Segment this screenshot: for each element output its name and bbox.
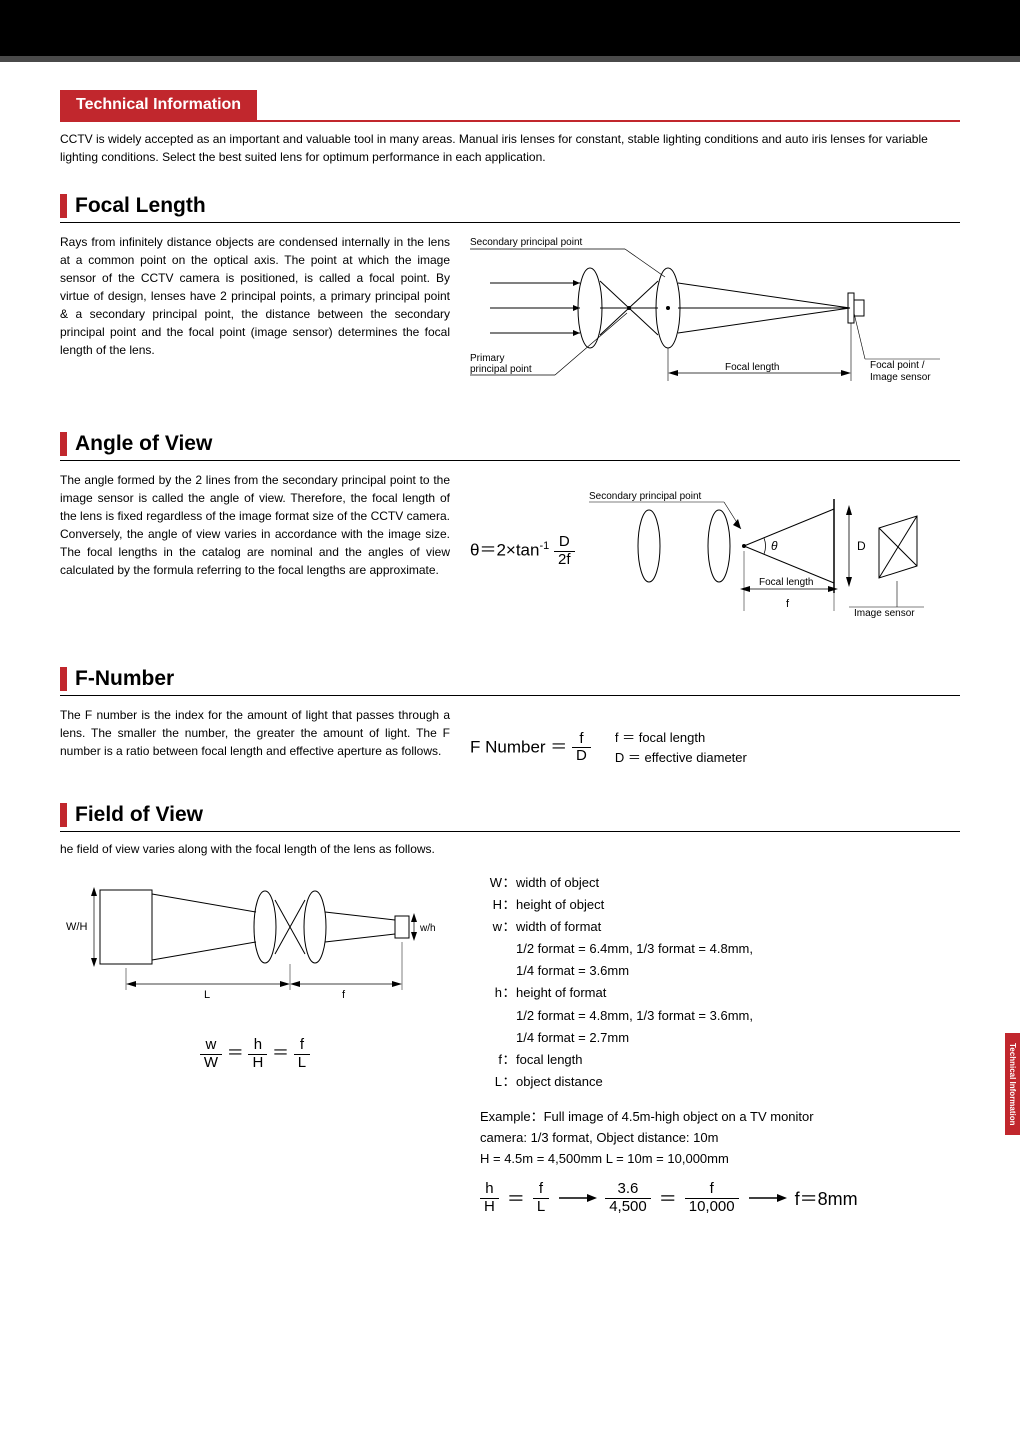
- def-h: height of format: [516, 982, 960, 1004]
- svg-text:D: D: [857, 539, 866, 553]
- field-of-view-diagram: W/H w/h: [60, 872, 450, 1032]
- f-number-num: f: [572, 731, 591, 749]
- arrow-icon: [747, 1192, 787, 1204]
- heading-field-of-view: Field of View: [60, 803, 960, 827]
- svg-text:f: f: [342, 989, 346, 1001]
- eq-H2: H: [480, 1199, 499, 1216]
- ratio-f: f: [294, 1037, 310, 1055]
- ratio-L: L: [294, 1055, 310, 1072]
- ratio-w: w: [200, 1037, 222, 1055]
- label-focal-point-1: Focal point /: [870, 360, 925, 371]
- label-focal-length: Focal length: [725, 362, 779, 373]
- formula-num: D: [554, 534, 575, 552]
- top-banner: [0, 0, 1020, 56]
- f-number-legend-D: D ＝ effective diameter: [615, 748, 747, 768]
- field-of-view-body: he field of view varies along with the f…: [60, 842, 960, 856]
- rule: [60, 695, 960, 696]
- f-number-den: D: [572, 748, 591, 765]
- f-number-legend-f: f ＝ focal length: [615, 728, 747, 748]
- example-line2: camera: 1/3 format, Object distance: 10m: [480, 1128, 960, 1149]
- eq-h: h: [480, 1181, 499, 1199]
- section-angle-of-view: The angle formed by the 2 lines from the…: [60, 471, 960, 631]
- def-h-sub2: 1/4 format = 2.7mm: [516, 1027, 960, 1049]
- svg-text:W/H: W/H: [66, 921, 87, 933]
- svg-text:Secondary principal point: Secondary principal point: [589, 491, 702, 502]
- formula-sup: -1: [539, 540, 549, 552]
- example-equation: hH ＝ fL 3.64,500 ＝ f10,000 f＝8mm: [480, 1181, 960, 1215]
- fov-definitions: W：width of object H：height of object w：w…: [480, 872, 960, 1093]
- eq-d1: 4,500: [605, 1199, 651, 1216]
- intro-paragraph: CCTV is widely accepted as an important …: [60, 130, 960, 166]
- section-field-of-view: W/H w/h: [60, 872, 960, 1215]
- def-w-sub2: 1/4 format = 3.6mm: [516, 960, 960, 982]
- svg-text:Image sensor: Image sensor: [854, 608, 915, 619]
- heading-f-number: F-Number: [60, 667, 960, 691]
- def-f: focal length: [516, 1049, 960, 1071]
- heading-angle-of-view: Angle of View: [60, 432, 960, 456]
- rule: [60, 460, 960, 461]
- fov-ratio: wW ＝ hH ＝ fL: [60, 1037, 450, 1071]
- page-content: Technical Information CCTV is widely acc…: [0, 62, 1020, 1255]
- eq-result: f＝8mm: [795, 1185, 858, 1211]
- svg-text:L: L: [204, 989, 210, 1001]
- heading-focal-length: Focal Length: [60, 194, 960, 218]
- def-H: height of object: [516, 894, 960, 916]
- rule: [60, 222, 960, 223]
- def-h-sub: 1/2 format = 4.8mm, 1/3 format = 3.6mm,: [516, 1005, 960, 1027]
- formula-lhs: θ＝2×tan: [470, 540, 539, 559]
- svg-text:w/h: w/h: [419, 923, 436, 934]
- angle-formula: θ＝2×tan-1 D 2f: [470, 534, 575, 568]
- arrow-icon: [557, 1192, 597, 1204]
- section-focal-length: Rays from infinitely distance objects ar…: [60, 233, 960, 396]
- svg-text:θ: θ: [771, 539, 778, 553]
- angle-of-view-figure: θ＝2×tan-1 D 2f Secondary principal point: [470, 471, 960, 631]
- label-primary-pp-2: principal point: [470, 364, 532, 375]
- eq-f2: f: [685, 1181, 739, 1199]
- fov-example: Example：Full image of 4.5m-high object o…: [480, 1107, 960, 1169]
- svg-text:Focal length: Focal length: [759, 577, 813, 588]
- ratio-H: H: [248, 1055, 267, 1072]
- angle-of-view-diagram: Secondary principal point θ D: [589, 471, 929, 631]
- f-number-formula: F Number ＝ f D: [470, 731, 591, 765]
- example-line1: Example：Full image of 4.5m-high object o…: [480, 1107, 960, 1128]
- def-w-sub: 1/2 format = 6.4mm, 1/3 format = 4.8mm,: [516, 938, 960, 960]
- section-f-number: The F number is the index for the amount…: [60, 706, 960, 767]
- example-line3: H = 4.5m = 4,500mm L = 10m = 10,000mm: [480, 1149, 960, 1170]
- def-w: width of format: [516, 916, 960, 938]
- ratio-h: h: [248, 1037, 267, 1055]
- eq-n1: 3.6: [605, 1181, 651, 1199]
- ratio-W: W: [200, 1055, 222, 1072]
- side-tab: Technical Information: [1005, 1033, 1020, 1136]
- eq-d2: 10,000: [685, 1199, 739, 1216]
- eq-f: f: [533, 1181, 549, 1199]
- svg-text:f: f: [786, 598, 790, 610]
- section-tab: Technical Information: [60, 90, 257, 120]
- angle-of-view-body: The angle formed by the 2 lines from the…: [60, 471, 450, 631]
- def-W: width of object: [516, 872, 960, 894]
- label-primary-pp-1: Primary: [470, 353, 504, 364]
- section-tab-row: Technical Information: [60, 90, 960, 122]
- eq-L2: L: [533, 1199, 549, 1216]
- label-focal-point-2: Image sensor: [870, 372, 931, 383]
- f-number-label: F Number ＝: [470, 737, 567, 756]
- f-number-formula-block: F Number ＝ f D f ＝ focal length D ＝ effe…: [470, 706, 960, 767]
- focal-length-diagram: Secondary principal point: [470, 233, 960, 396]
- formula-den: 2f: [554, 552, 575, 569]
- rule: [60, 831, 960, 832]
- focal-length-body: Rays from infinitely distance objects ar…: [60, 233, 450, 396]
- label-secondary-pp: Secondary principal point: [470, 237, 583, 248]
- f-number-body: The F number is the index for the amount…: [60, 706, 450, 767]
- def-L: object distance: [516, 1071, 960, 1093]
